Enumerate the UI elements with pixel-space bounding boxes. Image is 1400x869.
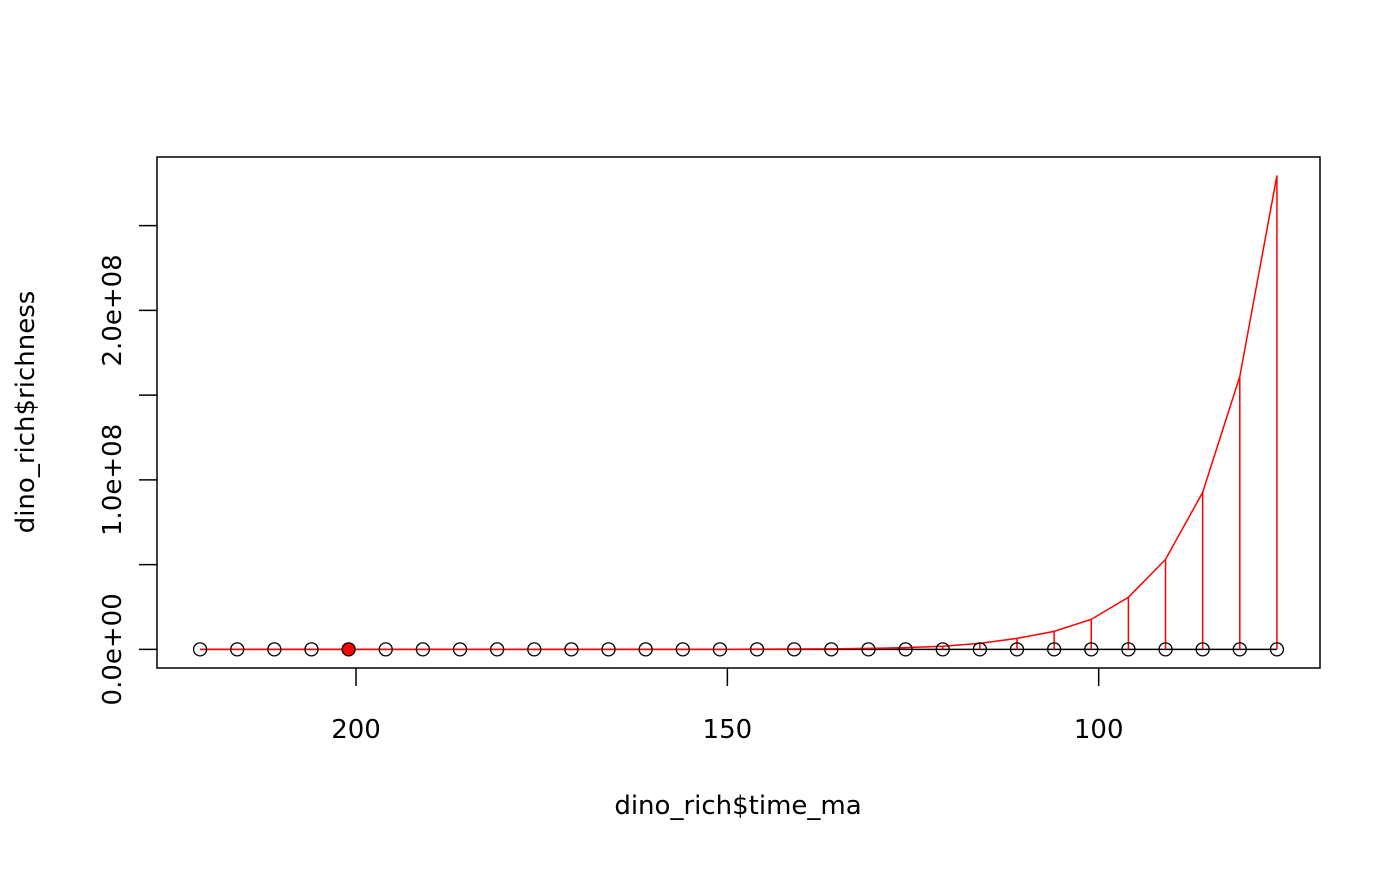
point bbox=[675, 642, 690, 657]
point bbox=[564, 642, 579, 657]
point bbox=[712, 642, 728, 657]
plot-box bbox=[156, 156, 1321, 669]
point bbox=[489, 642, 505, 657]
point bbox=[267, 642, 282, 657]
point bbox=[527, 642, 542, 657]
series-line bbox=[200, 175, 1278, 651]
point bbox=[378, 642, 393, 657]
y-axis-label: dino_rich$richness bbox=[11, 291, 41, 534]
y-tick-label: 2.0e+08 bbox=[98, 254, 128, 366]
point bbox=[341, 642, 356, 657]
point bbox=[824, 642, 839, 657]
point bbox=[452, 642, 468, 657]
x-axis-label: dino_rich$time_ma bbox=[614, 791, 861, 821]
point bbox=[935, 642, 950, 657]
point bbox=[1084, 642, 1099, 657]
point bbox=[749, 642, 765, 657]
point bbox=[1046, 642, 1062, 657]
point bbox=[787, 642, 802, 657]
point bbox=[304, 642, 319, 657]
x-tick-label: 150 bbox=[703, 715, 753, 745]
point bbox=[1269, 642, 1285, 657]
point bbox=[192, 642, 208, 657]
point bbox=[230, 642, 245, 657]
point bbox=[1009, 642, 1025, 657]
x-tick-label: 100 bbox=[1074, 715, 1124, 745]
point bbox=[638, 642, 653, 657]
y-tick-label: 0.0e+00 bbox=[98, 593, 128, 705]
y-tick-label: 1.0e+08 bbox=[98, 424, 128, 536]
point bbox=[972, 642, 988, 657]
x-tick-label: 200 bbox=[331, 715, 381, 745]
point bbox=[1121, 642, 1136, 657]
point bbox=[601, 642, 616, 657]
point bbox=[861, 642, 876, 657]
point bbox=[1195, 642, 1210, 657]
point bbox=[898, 642, 913, 657]
point bbox=[1158, 642, 1173, 657]
point bbox=[1232, 642, 1247, 657]
point bbox=[415, 642, 431, 657]
